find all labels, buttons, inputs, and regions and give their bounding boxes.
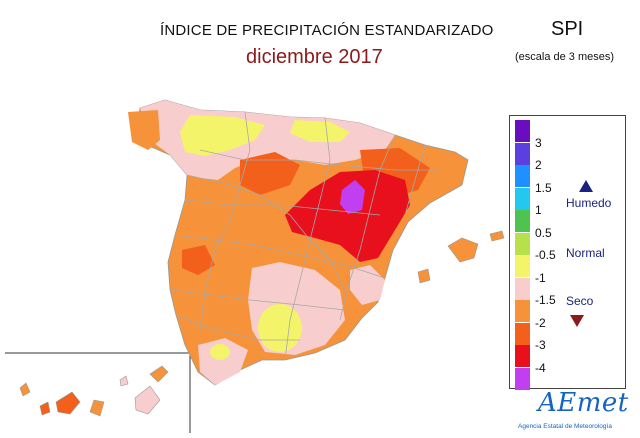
- canary-island-2: [39, 401, 51, 416]
- legend-swatch: [515, 345, 530, 367]
- canary-island-7: [119, 375, 129, 387]
- legend-threshold-label: -1.5: [535, 293, 556, 307]
- balearic-mallorca: [447, 237, 479, 263]
- canary-island-1: [19, 382, 31, 397]
- west-dry-zone: [182, 245, 215, 275]
- index-name: SPI: [551, 18, 584, 40]
- logo-agency-name: Agencia Estatal de Meteorología: [518, 423, 612, 430]
- province-borders: [169, 111, 440, 361]
- legend-threshold-label: -4: [535, 360, 546, 375]
- aemet-logo: AEmet Agencia Estatal de Meteorología: [518, 388, 628, 433]
- south-wet-spot-2: [210, 344, 230, 360]
- scale-note: (escala de 3 meses): [515, 51, 615, 63]
- legend-swatch: [515, 210, 530, 232]
- normal-label: Normal: [566, 246, 605, 260]
- legend-threshold-label: -1: [535, 270, 546, 285]
- north-wet-zone-1: [180, 115, 265, 156]
- legend-swatch: [515, 255, 530, 277]
- legend-threshold-label: -3: [535, 338, 546, 352]
- galicia-dry-zone: [128, 110, 160, 150]
- south-wet-spot-1: [258, 304, 302, 352]
- legend-threshold-label: 0.5: [535, 225, 552, 240]
- legend-panel: 3 2 1.5 1 0.5 -0.5 -1 -1.5 -2 -3 -4 Humedo Normal …: [509, 115, 626, 390]
- north-wet-zone-2: [290, 120, 350, 142]
- central-dry-zone: [240, 152, 300, 195]
- legend-threshold-label: -2: [535, 315, 546, 330]
- legend-swatch: [515, 165, 530, 187]
- legend-swatch: [515, 322, 530, 345]
- canary-inset-frame: [5, 352, 191, 433]
- dry-arrow-icon: [570, 315, 584, 327]
- legend-swatch: [515, 232, 530, 255]
- canary-island-6: [149, 365, 169, 383]
- legend-swatch: [515, 367, 530, 390]
- legend-threshold-label: 3: [535, 135, 542, 150]
- map-title: ÍNDICE DE PRECIPITACIÓN ESTANDARIZADO: [160, 22, 494, 39]
- humid-label: Humedo: [566, 196, 612, 210]
- legend-swatch: [515, 300, 530, 322]
- legend-threshold-label: 2: [535, 158, 542, 172]
- legend-threshold-label: 1: [535, 203, 542, 217]
- legend-threshold-label: -0.5: [535, 248, 556, 262]
- legend-swatch: [515, 142, 530, 165]
- logo-wordmark: AEmet: [538, 388, 629, 418]
- very-dry-core: [285, 170, 410, 262]
- extreme-dry-spot: [340, 180, 365, 214]
- legend-swatch: [515, 187, 530, 210]
- legend-threshold-label: 1.5: [535, 180, 552, 195]
- canary-island-3: [55, 391, 81, 415]
- dry-label: Seco: [566, 294, 594, 308]
- legend-swatch: [515, 120, 530, 142]
- canary-island-4: [89, 399, 105, 417]
- balearic-ibiza: [417, 268, 431, 284]
- legend-swatch: [515, 277, 530, 300]
- period-label: diciembre 2017: [246, 46, 383, 68]
- balearic-menorca: [489, 230, 505, 242]
- canary-island-5: [134, 385, 161, 415]
- humid-arrow-icon: [579, 180, 593, 192]
